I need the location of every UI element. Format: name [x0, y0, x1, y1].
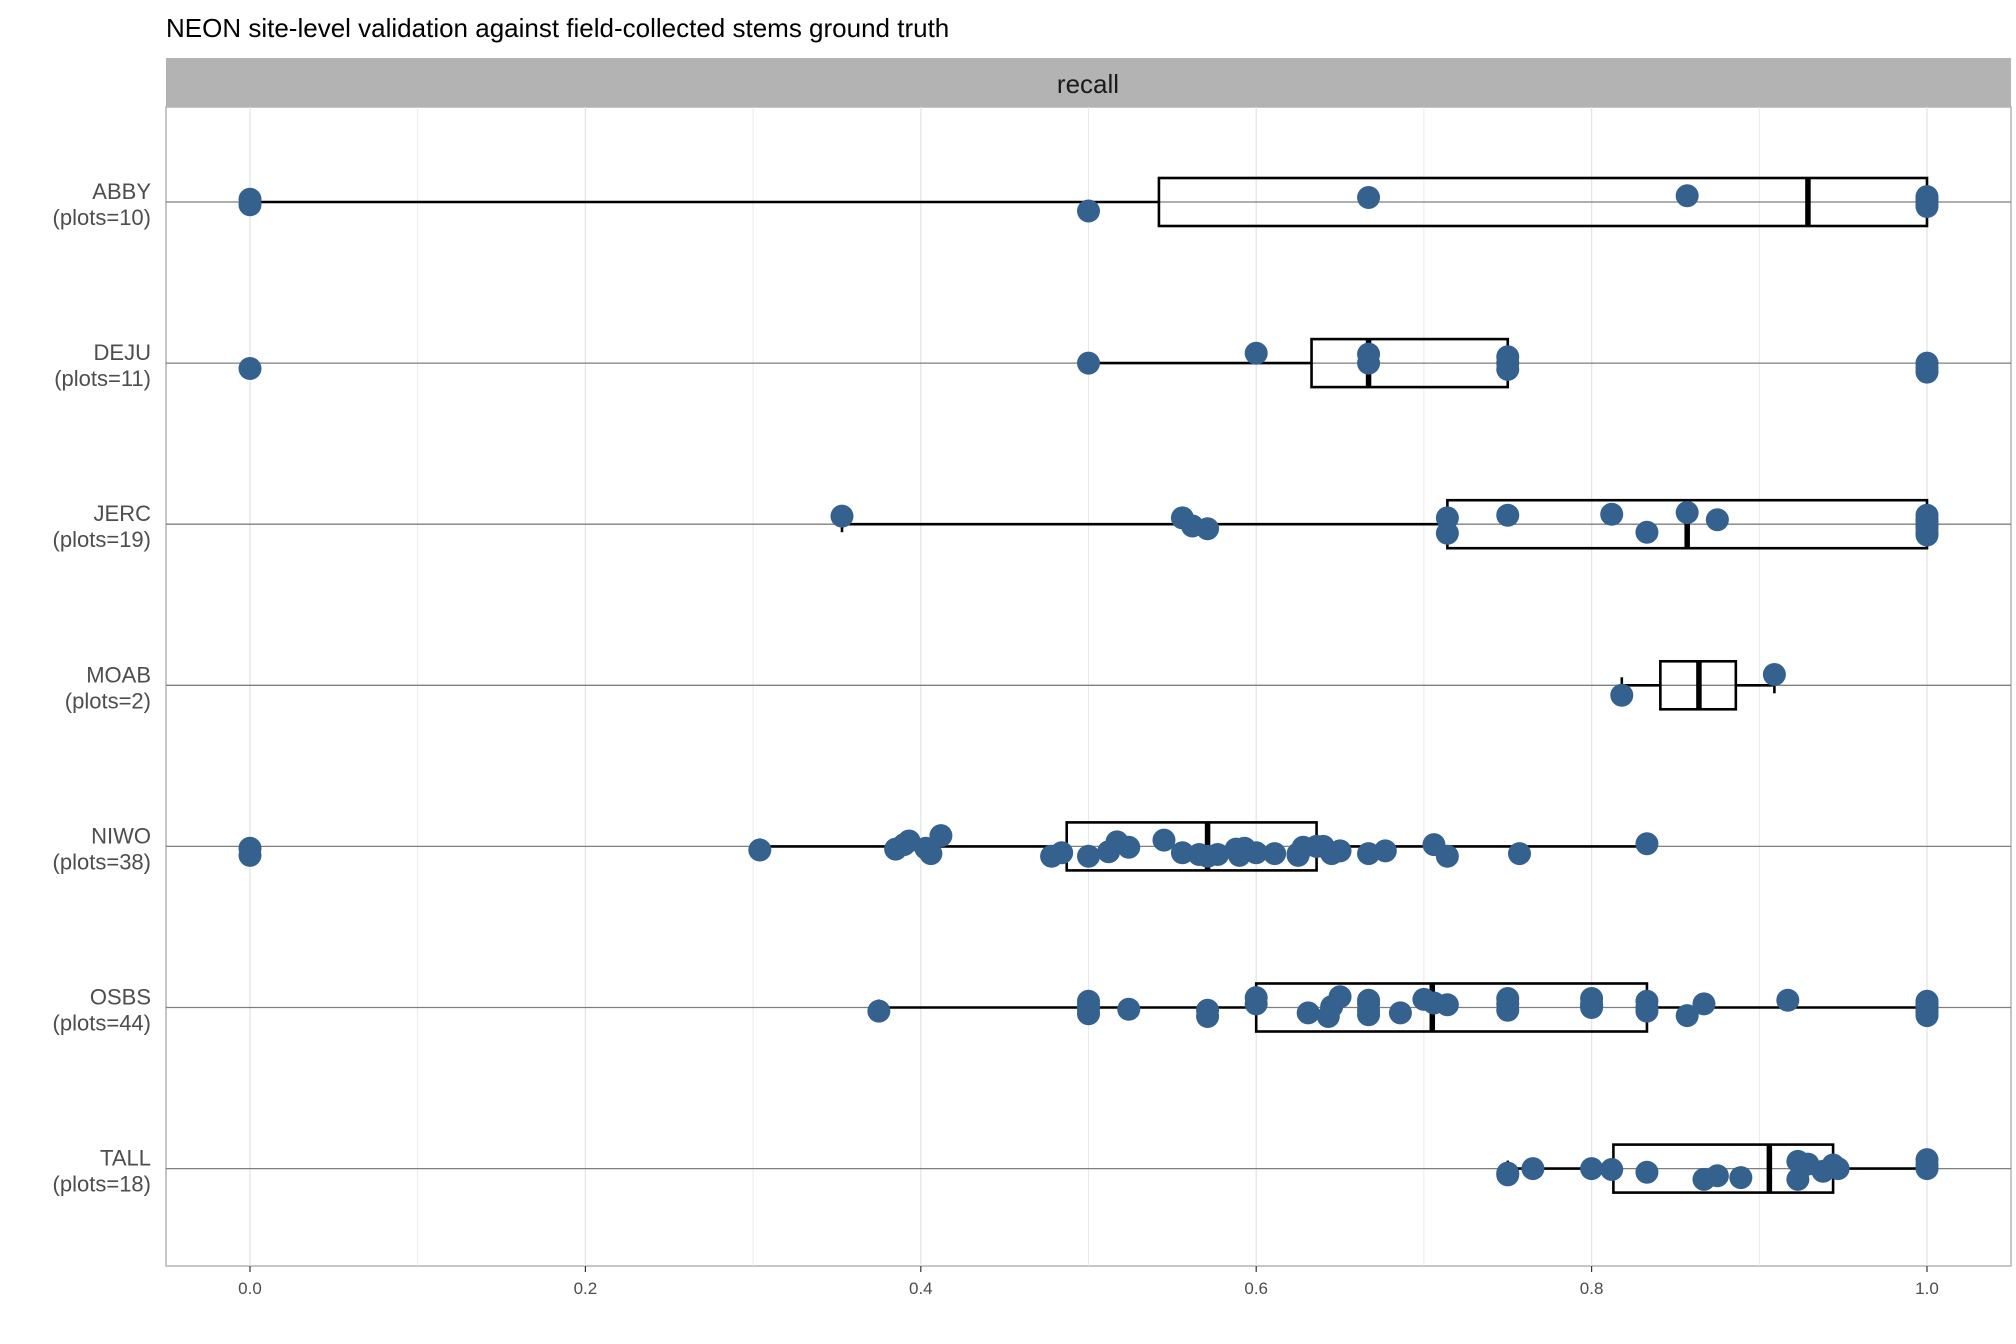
- data-point: [1496, 503, 1520, 527]
- site-plots-label: (plots=2): [65, 688, 151, 713]
- data-point: [1435, 521, 1459, 545]
- site-plots-label: (plots=44): [53, 1011, 151, 1036]
- data-point: [1496, 998, 1520, 1022]
- data-point: [830, 504, 854, 528]
- site-name-label: JERC: [94, 501, 152, 526]
- data-point: [1692, 992, 1716, 1016]
- data-point: [1244, 841, 1268, 865]
- data-point: [1496, 357, 1520, 381]
- data-point: [1776, 988, 1800, 1012]
- data-point: [1196, 1005, 1220, 1028]
- x-tick-label: 0.4: [909, 1279, 933, 1298]
- data-point: [1117, 835, 1141, 859]
- data-point: [1077, 844, 1100, 868]
- data-point: [1915, 190, 1939, 214]
- site-name-label: MOAB: [86, 662, 151, 687]
- facet-label: recall: [1057, 69, 1119, 99]
- data-point: [1357, 186, 1381, 209]
- data-point: [1196, 517, 1220, 541]
- data-point: [1373, 839, 1397, 863]
- data-point: [1435, 993, 1459, 1017]
- site-name-label: NIWO: [91, 823, 151, 848]
- data-point: [1675, 184, 1699, 208]
- data-point: [1357, 1003, 1381, 1027]
- x-tick-label: 0.6: [1244, 1279, 1268, 1298]
- y-axis-labels: ABBY(plots=10)DEJU(plots=11)JERC(plots=1…: [53, 179, 152, 1197]
- data-point: [1244, 992, 1268, 1016]
- data-point: [1152, 828, 1176, 852]
- site-name-label: TALL: [100, 1146, 151, 1171]
- data-point: [1915, 999, 1939, 1023]
- data-point: [1077, 351, 1100, 375]
- data-point: [1328, 839, 1352, 863]
- data-point: [1263, 842, 1287, 866]
- site-plots-label: (plots=10): [53, 205, 151, 230]
- site-plots-label: (plots=18): [53, 1172, 151, 1197]
- x-tick-label: 0.0: [238, 1279, 262, 1298]
- data-point: [238, 357, 262, 380]
- data-point: [1117, 997, 1141, 1021]
- data-point: [1077, 199, 1100, 223]
- data-point: [238, 843, 262, 867]
- data-point: [1206, 843, 1230, 866]
- chart-title: NEON site-level validation against field…: [166, 13, 949, 43]
- site-name-label: DEJU: [94, 340, 151, 365]
- data-point: [919, 842, 943, 866]
- data-point: [1600, 1158, 1624, 1181]
- facet-strip: [166, 58, 2011, 107]
- data-point: [1435, 844, 1459, 868]
- data-points: [238, 184, 1939, 1191]
- data-point: [1915, 1153, 1939, 1177]
- data-point: [1610, 683, 1634, 707]
- site-plots-label: (plots=38): [53, 849, 151, 874]
- data-point: [1915, 514, 1939, 538]
- data-point: [1244, 341, 1268, 365]
- data-point: [1496, 1163, 1520, 1187]
- site-name-label: OSBS: [90, 985, 151, 1010]
- site-plots-label: (plots=11): [54, 366, 151, 391]
- data-point: [1328, 985, 1352, 1009]
- data-point: [1388, 1001, 1412, 1025]
- data-point: [1915, 356, 1939, 380]
- data-point: [1296, 1001, 1320, 1025]
- data-point: [1635, 520, 1659, 544]
- data-point: [1675, 501, 1699, 524]
- data-point: [1675, 1004, 1699, 1028]
- data-point: [1635, 1160, 1659, 1184]
- x-tick-label: 1.0: [1915, 1279, 1939, 1298]
- site-name-label: ABBY: [92, 179, 151, 204]
- data-point: [929, 824, 953, 848]
- data-point: [1635, 999, 1659, 1023]
- x-tick-label: 0.8: [1580, 1279, 1604, 1298]
- data-point: [1050, 841, 1074, 865]
- data-point: [748, 838, 772, 862]
- data-point: [1580, 1157, 1604, 1181]
- data-point: [1580, 996, 1604, 1019]
- data-point: [1170, 841, 1194, 865]
- data-point: [1729, 1166, 1753, 1190]
- data-point: [1635, 832, 1659, 856]
- data-point: [1705, 508, 1729, 532]
- x-tick-label: 0.2: [574, 1279, 598, 1298]
- data-point: [1077, 1002, 1100, 1026]
- data-point: [1762, 663, 1786, 686]
- data-point: [1357, 351, 1381, 375]
- data-point: [238, 193, 262, 217]
- data-point: [1521, 1157, 1545, 1181]
- data-point: [1826, 1157, 1850, 1181]
- data-point: [1507, 842, 1531, 866]
- data-point: [867, 999, 891, 1023]
- site-plots-label: (plots=19): [53, 527, 151, 552]
- x-axis-ticks: 0.0 0.2 0.4 0.6 0.8 1.0: [238, 1266, 1939, 1298]
- data-point: [1705, 1164, 1729, 1188]
- data-point: [1600, 502, 1624, 526]
